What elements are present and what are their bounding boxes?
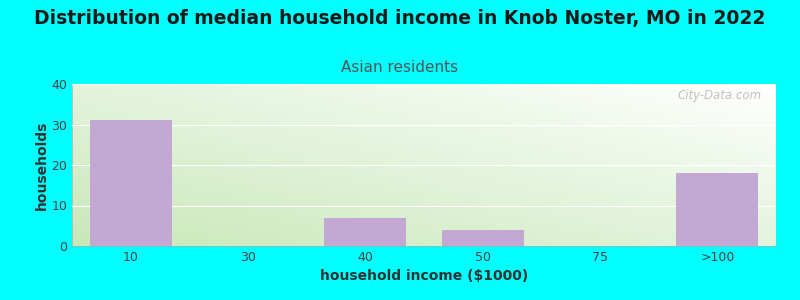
Text: City-Data.com: City-Data.com <box>678 89 762 102</box>
Bar <box>90 120 172 246</box>
Text: Asian residents: Asian residents <box>342 60 458 75</box>
Bar <box>676 173 758 246</box>
Text: Distribution of median household income in Knob Noster, MO in 2022: Distribution of median household income … <box>34 9 766 28</box>
X-axis label: household income ($1000): household income ($1000) <box>320 269 528 284</box>
Bar <box>442 230 524 246</box>
Bar <box>324 218 406 246</box>
Y-axis label: households: households <box>34 120 49 210</box>
